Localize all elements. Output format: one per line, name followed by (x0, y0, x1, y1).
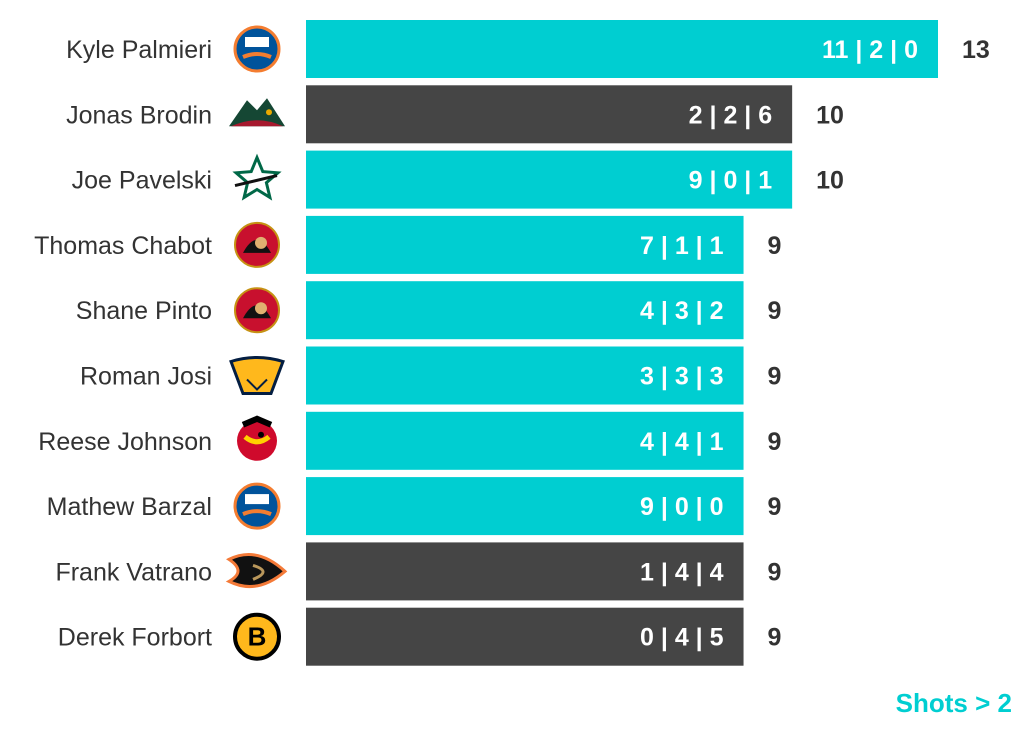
bar-total-label: 10 (816, 101, 844, 129)
player-name: Jonas Brodin (66, 101, 212, 129)
islanders-logo-icon (233, 25, 281, 73)
bar-breakdown-label: 9 | 0 | 1 (689, 167, 773, 195)
bar-breakdown-label: 11 | 2 | 0 (822, 36, 918, 64)
predators-logo-icon (229, 356, 285, 395)
bar-row: Jonas Brodin 2 | 2 | 6 10 (66, 85, 844, 144)
bar-total-label: 9 (768, 558, 782, 586)
wild-logo-icon (229, 98, 285, 127)
bar-total-label: 13 (962, 36, 990, 64)
bar-row: Reese Johnson 4 | 4 | 1 9 (38, 411, 782, 470)
bar-row: Kyle Palmieri 11 | 2 | 0 13 (66, 20, 990, 78)
bar-row: Roman Josi 3 | 3 | 3 9 (80, 346, 782, 405)
player-name: Thomas Chabot (34, 232, 212, 260)
bar (306, 150, 793, 209)
bar-total-label: 9 (768, 493, 782, 521)
islanders-logo-icon (233, 482, 281, 530)
bar-breakdown-label: 7 | 1 | 1 (640, 232, 724, 260)
bar (306, 346, 744, 405)
player-name: Derek Forbort (58, 624, 212, 652)
bar-row: Frank Vatrano 1 | 4 | 4 9 (55, 542, 782, 601)
stars-logo-icon (232, 153, 282, 201)
ducks-logo-icon (225, 553, 288, 589)
blackhawks-logo-icon (237, 415, 277, 461)
bar-breakdown-label: 4 | 4 | 1 (640, 428, 724, 456)
bar (306, 215, 744, 274)
player-name: Frank Vatrano (55, 558, 212, 586)
player-name: Kyle Palmieri (66, 36, 212, 64)
bar (306, 477, 744, 536)
bar-breakdown-label: 3 | 3 | 3 (640, 363, 723, 391)
player-name: Joe Pavelski (72, 167, 212, 195)
bar-row: Thomas Chabot 7 | 1 | 1 9 (34, 215, 782, 274)
player-name: Shane Pinto (76, 297, 212, 325)
bar-total-label: 10 (816, 167, 844, 195)
bar-row: Mathew Barzal 9 | 0 | 0 9 (47, 477, 782, 536)
bar-row: Shane Pinto 4 | 3 | 2 9 (76, 281, 782, 340)
bar-total-label: 9 (768, 363, 782, 391)
bar-breakdown-label: 2 | 2 | 6 (689, 101, 772, 129)
bar-total-label: 9 (768, 232, 782, 260)
bar (306, 542, 744, 601)
bar-breakdown-label: 0 | 4 | 5 (640, 624, 724, 652)
player-name: Reese Johnson (38, 428, 212, 456)
bar-breakdown-label: 9 | 0 | 0 (640, 493, 723, 521)
bar-row: Joe Pavelski 9 | 0 | 1 10 (72, 150, 844, 209)
bar (306, 281, 744, 340)
bar-row: Derek Forbort B 0 | 4 | 5 9 (58, 607, 782, 666)
bar (306, 411, 744, 470)
svg-text:B: B (248, 622, 267, 652)
bar-breakdown-label: 4 | 3 | 2 (640, 297, 723, 325)
legend-note: Shots > 2 (895, 688, 1012, 718)
bruins-logo-icon: B (233, 612, 281, 661)
bar (306, 85, 793, 144)
senators-logo-icon (234, 287, 280, 334)
player-name: Roman Josi (80, 363, 212, 391)
bar-total-label: 9 (768, 624, 782, 652)
bar-breakdown-label: 1 | 4 | 4 (640, 558, 724, 586)
player-name: Mathew Barzal (47, 493, 212, 521)
bar-total-label: 9 (768, 297, 782, 325)
bar (306, 20, 938, 78)
senators-logo-icon (234, 221, 280, 268)
bar (306, 607, 744, 666)
bar-total-label: 9 (768, 428, 782, 456)
